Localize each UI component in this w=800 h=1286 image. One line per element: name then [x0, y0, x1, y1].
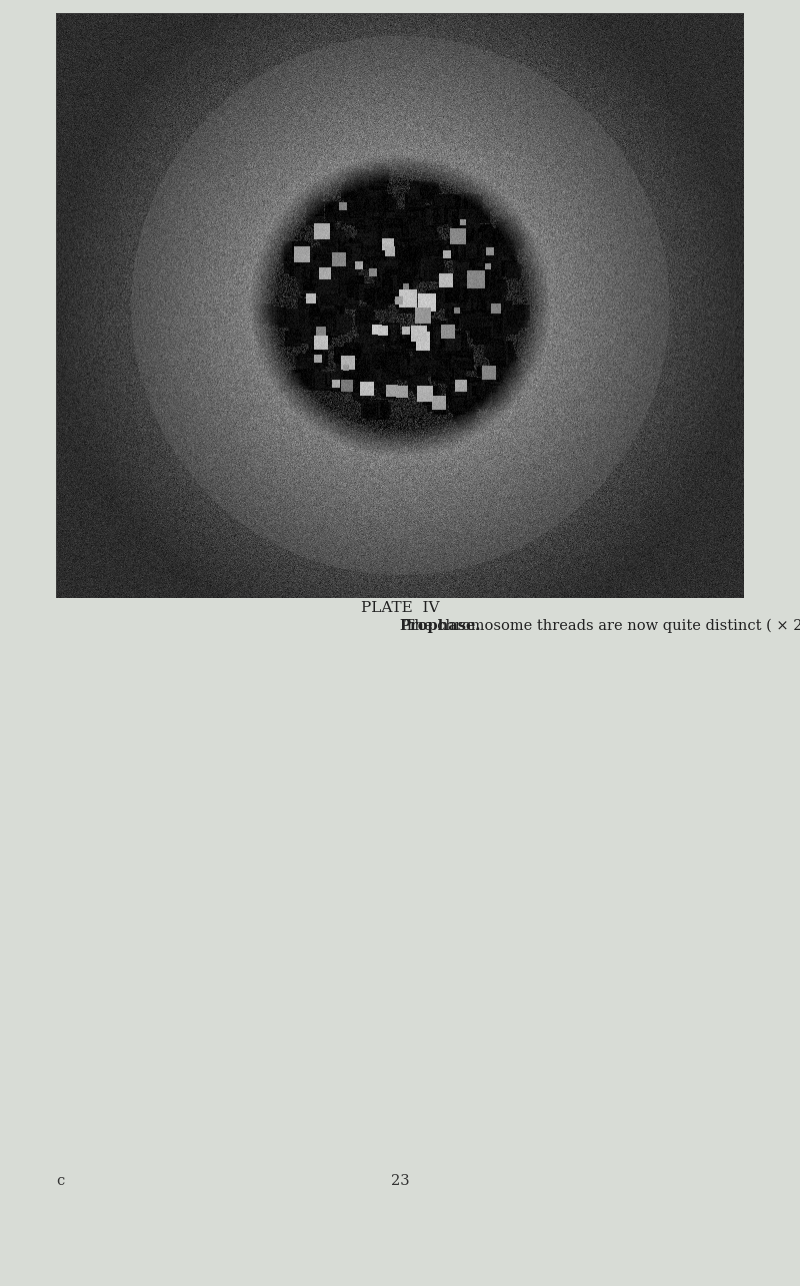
- Text: The chromosome threads are now quite distinct ( × 2400).: The chromosome threads are now quite dis…: [400, 619, 800, 633]
- Text: c: c: [56, 1174, 64, 1187]
- Text: 23: 23: [390, 1174, 410, 1187]
- Text: Prophase.: Prophase.: [399, 619, 480, 633]
- Text: PLATE  IV: PLATE IV: [361, 601, 439, 615]
- Bar: [56, 13, 744, 598]
